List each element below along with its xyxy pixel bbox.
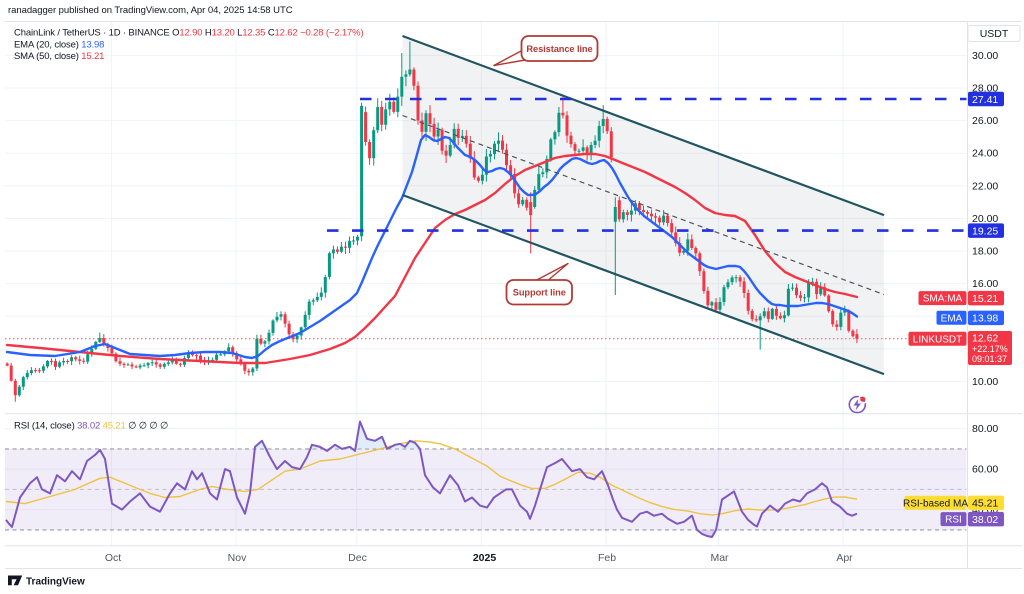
svg-text:Resistance line: Resistance line: [526, 44, 592, 54]
svg-text:16.00: 16.00: [972, 278, 998, 290]
svg-text:24.00: 24.00: [972, 148, 998, 160]
svg-text:+22.17%: +22.17%: [972, 344, 1008, 354]
svg-text:13.98: 13.98: [972, 313, 998, 325]
svg-text:Apr: Apr: [836, 552, 853, 564]
svg-text:LINKUSDT: LINKUSDT: [913, 334, 962, 345]
svg-text:EMA (20, close) 13.98: EMA (20, close) 13.98: [14, 39, 104, 50]
svg-text:22.00: 22.00: [972, 180, 998, 192]
svg-text:RSI: RSI: [945, 515, 962, 526]
svg-text:ranadagger published on Tradin: ranadagger published on TradingView.com,…: [8, 5, 293, 16]
svg-text:Mar: Mar: [710, 552, 729, 564]
svg-text:ChainLink / TetherUS · 1D · BI: ChainLink / TetherUS · 1D · BINANCE O12.…: [14, 28, 363, 39]
svg-text:60.00: 60.00: [972, 464, 998, 476]
svg-text:19.25: 19.25: [972, 225, 998, 237]
svg-text:2025: 2025: [473, 552, 497, 564]
svg-text:09:01:37: 09:01:37: [972, 354, 1007, 364]
svg-text:80.00: 80.00: [972, 423, 998, 435]
svg-text:RSI (14, close) 38.02 45.21: RSI (14, close) 38.02 45.21 ∅ ∅ ∅ ∅: [14, 421, 168, 432]
svg-text:SMA:MA: SMA:MA: [923, 294, 963, 305]
svg-text:Dec: Dec: [348, 552, 367, 564]
svg-text:20.00: 20.00: [972, 213, 998, 225]
svg-text:18.00: 18.00: [972, 246, 998, 258]
svg-text:Nov: Nov: [228, 552, 247, 564]
svg-text:USDT: USDT: [980, 28, 1009, 40]
svg-text:38.02: 38.02: [972, 514, 998, 526]
svg-text:26.00: 26.00: [972, 115, 998, 127]
svg-text:27.41: 27.41: [972, 94, 998, 106]
svg-text:45.21: 45.21: [972, 498, 998, 510]
svg-text:TradingView: TradingView: [26, 577, 85, 588]
svg-text:Feb: Feb: [598, 552, 616, 564]
svg-text:28.00: 28.00: [972, 83, 998, 95]
svg-text:Oct: Oct: [105, 552, 121, 564]
svg-text:15.21: 15.21: [972, 293, 998, 305]
svg-text:10.00: 10.00: [972, 376, 998, 388]
svg-text:RSI-based MA: RSI-based MA: [903, 498, 968, 509]
svg-text:EMA: EMA: [941, 313, 963, 324]
svg-text:SMA (50, close) 15.21: SMA (50, close) 15.21: [14, 51, 104, 62]
svg-text:30.00: 30.00: [972, 50, 998, 62]
svg-text:12.62: 12.62: [972, 333, 998, 345]
svg-text:Support line: Support line: [513, 288, 566, 298]
